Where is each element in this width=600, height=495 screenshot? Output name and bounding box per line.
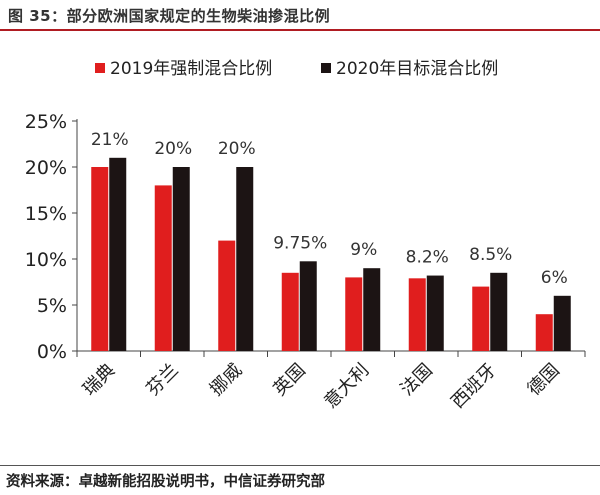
- legend-label-2: 2020年目标混合比例: [336, 59, 498, 79]
- y-tick-label-20: 20%: [25, 157, 67, 179]
- y-tick-label-5: 5%: [37, 295, 67, 317]
- bar-chart: 2019年强制混合比例 2020年目标混合比例 0% 5% 10% 15% 20% 25% 21…: [25, 59, 586, 413]
- x-category-label-4: 英国: [269, 360, 309, 400]
- x-category-label-7: 西班牙: [447, 360, 500, 413]
- data-label-7: 8.5%: [469, 245, 512, 265]
- legend-label-1: 2019年强制混合比例: [110, 59, 272, 79]
- data-label-3: 20%: [218, 139, 256, 159]
- x-category-label-5: 意大利: [320, 360, 373, 413]
- bar-s1-3: [218, 240, 236, 351]
- title-rule: [0, 29, 600, 31]
- bar-s2-4: [299, 261, 317, 351]
- y-tick-label-15: 15%: [25, 203, 67, 225]
- chart-title: 图 35：部分欧洲国家规定的生物柴油掺混比例: [8, 7, 331, 25]
- bar-s2-3: [236, 167, 254, 351]
- legend-swatch-2: [321, 63, 331, 73]
- bar-s1-8: [535, 314, 553, 351]
- x-category-label-8: 德国: [523, 360, 563, 400]
- y-tick-label-25: 25%: [25, 111, 67, 133]
- bar-s2-7: [490, 272, 508, 351]
- bar-s2-6: [426, 275, 444, 351]
- bar-s1-1: [91, 167, 109, 351]
- data-label-2: 20%: [154, 139, 192, 159]
- bar-s2-2: [172, 167, 190, 351]
- x-category-label-3: 挪威: [206, 360, 246, 400]
- bar-s1-7: [472, 286, 490, 351]
- data-label-1: 21%: [91, 130, 129, 150]
- bar-s1-5: [345, 277, 363, 351]
- bar-s2-8: [553, 295, 571, 351]
- legend-swatch-1: [95, 63, 105, 73]
- x-category-label-1: 瑞典: [79, 360, 119, 400]
- y-tick-label-10: 10%: [25, 249, 67, 271]
- source-note: 资料来源：卓越新能招股说明书，中信证券研究部: [6, 474, 325, 490]
- bar-s2-5: [363, 268, 381, 351]
- bar-s1-4: [281, 272, 299, 351]
- y-tick-label-0: 0%: [37, 341, 67, 363]
- data-label-8: 6%: [541, 268, 568, 288]
- x-category-label-6: 法国: [396, 360, 436, 400]
- data-label-4: 9.75%: [273, 233, 327, 253]
- data-label-5: 9%: [350, 240, 377, 260]
- data-label-6: 8.2%: [406, 248, 449, 268]
- bar-s1-2: [154, 185, 172, 351]
- bar-s1-6: [408, 278, 426, 351]
- source-rule: [0, 465, 600, 466]
- bar-s2-1: [109, 157, 127, 351]
- x-category-label-2: 芬兰: [142, 360, 182, 400]
